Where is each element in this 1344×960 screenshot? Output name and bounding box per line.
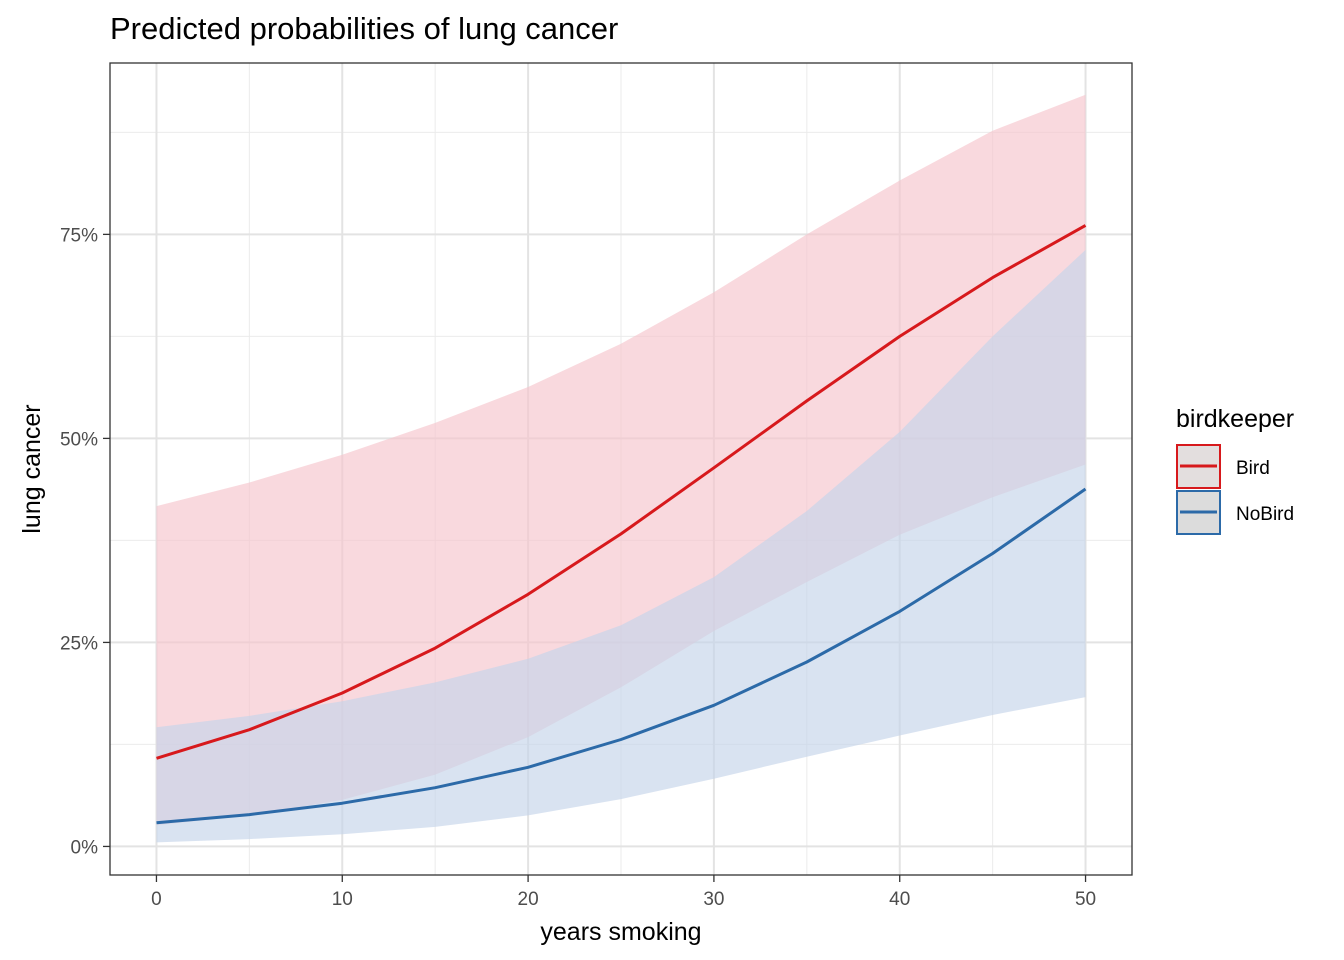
legend-title: birdkeeper (1176, 405, 1294, 433)
y-tick-label: 75% (60, 225, 98, 246)
x-tick-label: 0 (151, 889, 162, 910)
x-tick-label: 40 (889, 889, 910, 910)
legend-label-nobird: NoBird (1236, 504, 1294, 525)
confidence-band-nobird (156, 249, 1086, 843)
legend-label-bird: Bird (1236, 458, 1270, 479)
series-line-bird (156, 224, 1087, 760)
chart-title: Predicted probabilities of lung cancer (110, 11, 618, 46)
confidence-band-bird (156, 94, 1086, 826)
x-axis: 0 10 20 30 40 50 (151, 875, 1096, 910)
x-axis-title: years smoking (540, 918, 701, 946)
series-lines (156, 224, 1087, 825)
legend-key-nobird: NoBird (1176, 490, 1294, 535)
legend-key-bird: Bird (1176, 444, 1270, 489)
x-tick-label: 30 (703, 889, 724, 910)
confidence-bands (156, 94, 1086, 843)
x-tick-label: 10 (332, 889, 353, 910)
y-axis-title: lung cancer (18, 404, 46, 533)
y-axis: 0% 25% 50% 75% (60, 225, 110, 858)
y-tick-label: 0% (71, 837, 99, 858)
series-line-nobird (156, 487, 1087, 825)
legend: birdkeeper Bird NoBird (1176, 405, 1294, 535)
x-tick-label: 20 (518, 889, 539, 910)
y-tick-label: 25% (60, 633, 98, 654)
x-tick-label: 50 (1075, 889, 1096, 910)
y-tick-label: 50% (60, 429, 98, 450)
plot-panel-border (109, 62, 1133, 876)
